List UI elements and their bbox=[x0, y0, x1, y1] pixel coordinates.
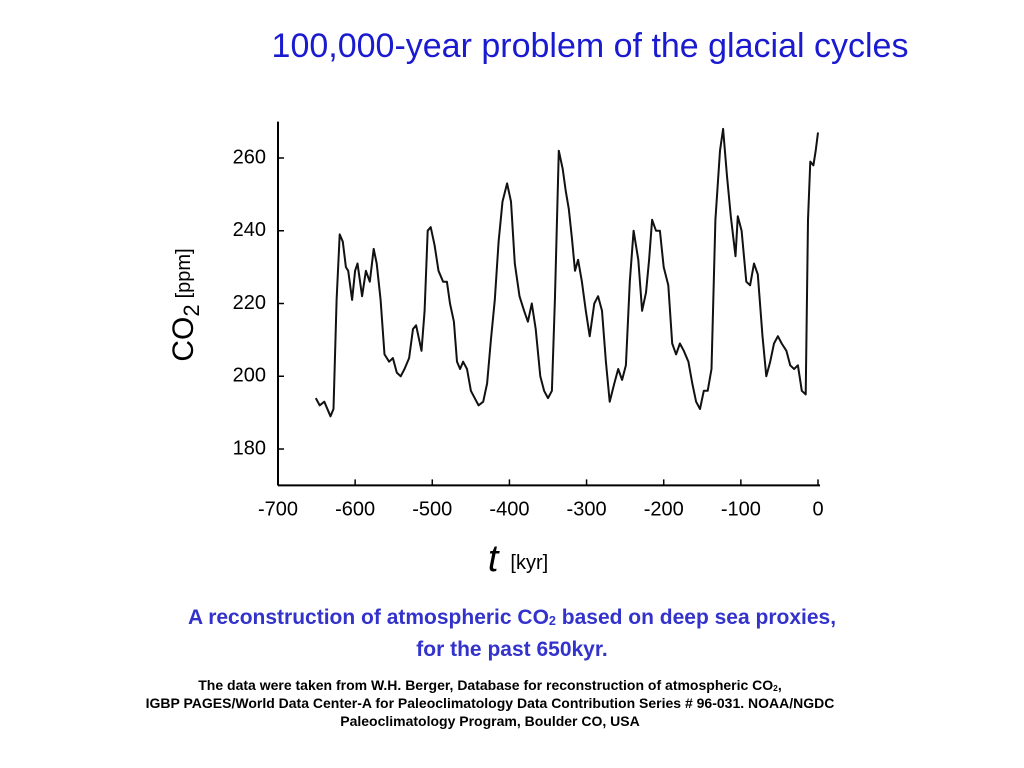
y-tick-label: 240 bbox=[233, 219, 266, 241]
source-text: The data were taken from W.H. Berger, Da… bbox=[198, 677, 774, 693]
x-label-unit: [kyr] bbox=[510, 552, 548, 574]
y-tick-label: 260 bbox=[233, 146, 266, 168]
chart-title: 100,000-year problem of the glacial cycl… bbox=[272, 27, 909, 65]
caption-text: A reconstruction of atmospheric CO bbox=[187, 606, 549, 629]
co2-line bbox=[314, 127, 819, 418]
y-label-unit: [ppm] bbox=[173, 248, 195, 298]
x-label-main: t bbox=[488, 538, 500, 580]
y-label-sub: 2 bbox=[179, 304, 204, 316]
x-tick-label: -700 bbox=[258, 499, 298, 521]
y-tick-label: 200 bbox=[233, 365, 266, 387]
source-line: IGBP PAGES/World Data Center-A for Paleo… bbox=[145, 695, 835, 711]
caption-sub: 2 bbox=[548, 614, 556, 629]
x-tick-label: -400 bbox=[489, 499, 529, 521]
x-tick-label: -100 bbox=[721, 499, 761, 521]
x-axis-label: t [kyr] bbox=[488, 538, 548, 580]
caption-text: based on deep sea proxies, bbox=[555, 606, 837, 629]
chart: 100,000-year problem of the glacial cycl… bbox=[167, 27, 909, 580]
source-line: Paleoclimatology Program, Boulder CO, US… bbox=[340, 713, 640, 729]
caption: A reconstruction of atmospheric CO2 base… bbox=[22, 606, 1002, 662]
caption-line: A reconstruction of atmospheric CO2 base… bbox=[22, 606, 1002, 630]
y-tick-label: 180 bbox=[233, 437, 266, 459]
source-text: , bbox=[777, 677, 782, 693]
y-tick-label: 220 bbox=[233, 292, 266, 314]
y-label-main: CO bbox=[167, 317, 200, 362]
x-tick-label: -200 bbox=[644, 499, 684, 521]
x-tick-label: -500 bbox=[412, 499, 452, 521]
x-tick-label: 0 bbox=[812, 499, 823, 521]
source: The data were taken from W.H. Berger, Da… bbox=[0, 677, 980, 729]
y-axis-label: CO2 [ppm] bbox=[167, 248, 204, 361]
source-line: The data were taken from W.H. Berger, Da… bbox=[0, 677, 980, 693]
caption-line: for the past 650kyr. bbox=[416, 638, 608, 661]
x-tick-label: -300 bbox=[567, 499, 607, 521]
source-sub: 2 bbox=[773, 682, 778, 693]
x-tick-label: -600 bbox=[335, 499, 375, 521]
